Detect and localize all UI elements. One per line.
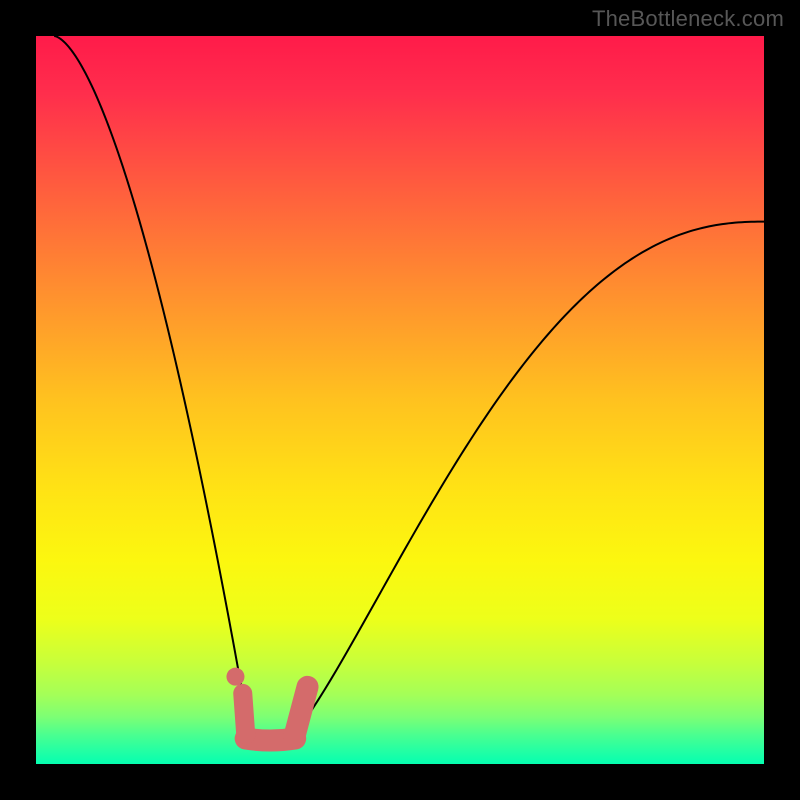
optimal-dot: [226, 668, 244, 686]
plot-background: [36, 36, 764, 764]
bottleneck-chart: [0, 0, 800, 800]
chart-container: TheBottleneck.com: [0, 0, 800, 800]
optimal-right-tick: [294, 687, 307, 737]
watermark-text: TheBottleneck.com: [592, 6, 784, 32]
optimal-left-tick: [243, 693, 246, 734]
